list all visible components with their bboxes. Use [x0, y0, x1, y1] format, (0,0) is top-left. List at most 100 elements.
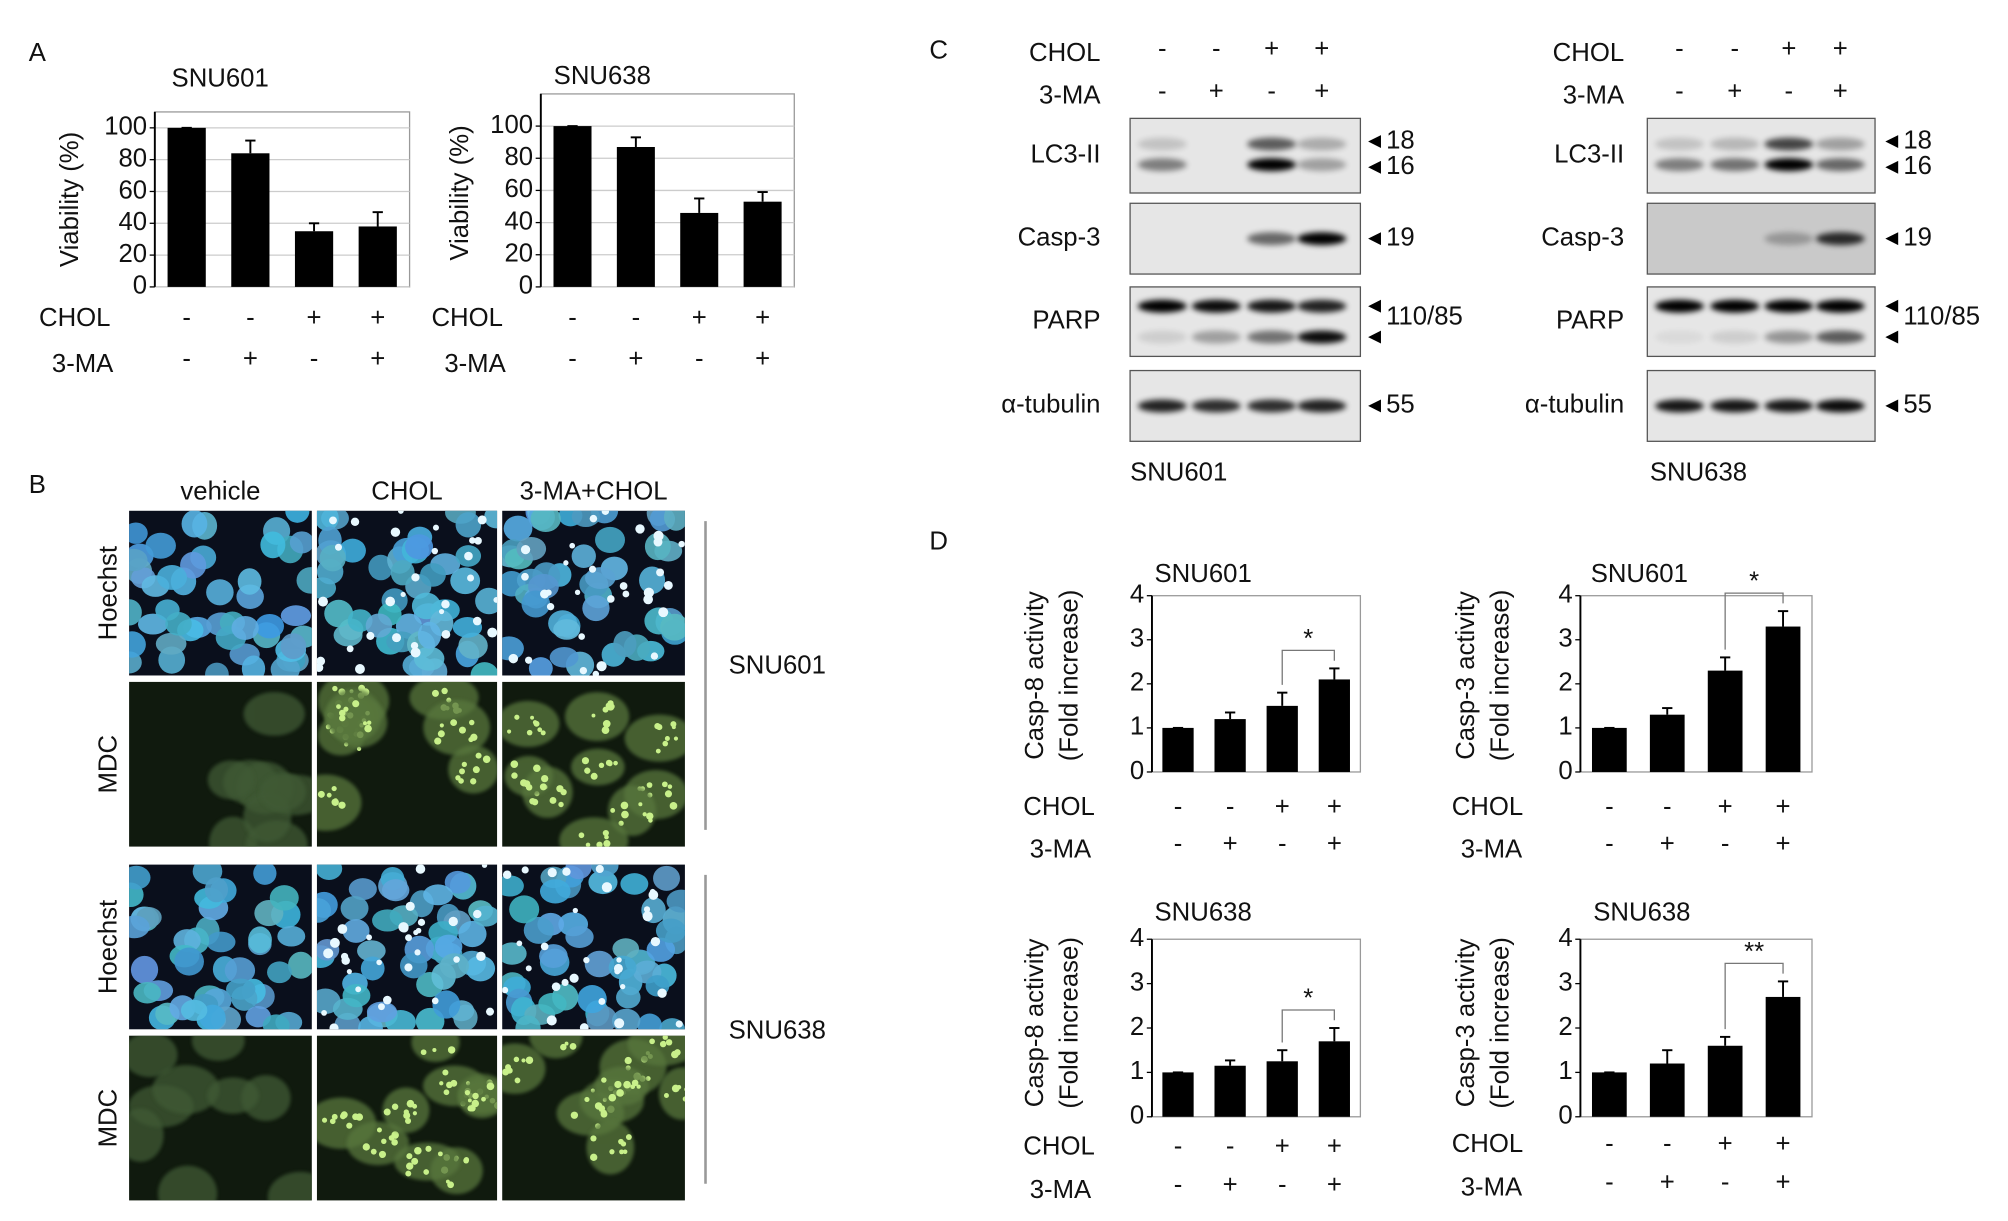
vacuole	[604, 834, 609, 840]
nucleus	[365, 613, 393, 638]
group-label: SNU638	[729, 1017, 826, 1045]
y-tick-label: 0	[1130, 757, 1144, 785]
cell	[594, 1066, 649, 1106]
marker-arrow	[1368, 299, 1381, 313]
vacuole	[514, 1077, 521, 1084]
blot-band	[1815, 399, 1865, 413]
apoptotic-body	[366, 934, 373, 941]
condition-sign: -	[1212, 35, 1221, 63]
cell	[325, 689, 382, 743]
apoptotic-body	[502, 870, 512, 879]
condition-sign: -	[1174, 1132, 1183, 1160]
row-label: Hoechst	[95, 900, 123, 994]
size-marker: 55	[1386, 391, 1415, 419]
condition-label: CHOL	[1023, 793, 1094, 821]
blot-band	[1137, 330, 1187, 344]
vacuole	[624, 1056, 632, 1065]
vacuole	[391, 1103, 399, 1110]
blot-band	[1247, 158, 1297, 172]
condition-sign: +	[1209, 77, 1224, 105]
condition-sign: -	[310, 345, 319, 373]
apoptotic-body	[601, 882, 613, 893]
vacuole	[468, 736, 474, 743]
cell	[571, 748, 625, 786]
nucleus	[226, 978, 256, 1000]
y-tick-label: 0	[1558, 757, 1572, 785]
nucleus	[417, 621, 442, 649]
size-marker: 19	[1903, 223, 1932, 251]
vacuole	[558, 801, 564, 808]
size-marker: 110/85	[1903, 303, 1980, 331]
vacuole	[469, 719, 475, 726]
cell	[423, 699, 491, 756]
marker-arrow	[1885, 160, 1899, 174]
nucleus	[502, 636, 524, 661]
cell	[394, 1142, 461, 1181]
nucleus	[400, 952, 428, 979]
micrograph	[129, 681, 312, 847]
protein-label: Casp-3	[1018, 223, 1101, 251]
bar	[616, 146, 655, 287]
apoptotic-body	[415, 864, 426, 874]
panel-label: B	[29, 471, 46, 499]
marker-arrow	[1885, 330, 1899, 344]
bar	[1266, 1061, 1298, 1117]
apoptotic-body	[653, 530, 664, 541]
vacuole	[437, 730, 445, 738]
bar	[358, 226, 397, 287]
vacuole	[514, 714, 520, 720]
bar	[1162, 727, 1194, 772]
apoptotic-body	[413, 929, 419, 936]
blot-band	[1137, 299, 1187, 313]
nucleus	[269, 885, 299, 911]
nucleus	[280, 605, 312, 627]
apoptotic-body	[601, 510, 610, 516]
nucleus	[432, 990, 461, 1019]
vacuole	[649, 1038, 655, 1045]
y-tick-label: 60	[119, 176, 148, 204]
y-tick-label: 20	[119, 240, 148, 268]
blot-band	[1191, 330, 1241, 344]
apoptotic-body	[578, 633, 585, 640]
micrograph-content	[316, 681, 498, 831]
blot-band	[1191, 399, 1241, 413]
apoptotic-body	[474, 537, 482, 545]
condition-sign: -	[1663, 793, 1672, 821]
nucleus	[241, 655, 266, 676]
apoptotic-body	[350, 517, 360, 527]
micrograph	[502, 1035, 685, 1201]
condition-sign: -	[1158, 77, 1167, 105]
apoptotic-body	[502, 986, 509, 994]
vacuole	[569, 1043, 577, 1050]
cell	[624, 714, 685, 762]
row-label: Hoechst	[95, 546, 123, 640]
nucleus	[539, 879, 571, 904]
apoptotic-body	[467, 574, 475, 582]
apoptotic-body	[414, 949, 421, 956]
marker-arrow	[1368, 330, 1381, 344]
nucleus	[582, 595, 610, 622]
vacuole	[560, 1043, 567, 1051]
micrograph	[129, 864, 312, 1030]
size-marker: 19	[1386, 223, 1415, 251]
cell	[191, 1035, 245, 1061]
apoptotic-body	[405, 934, 412, 942]
apoptotic-body	[516, 940, 523, 947]
y-axis-label: (Fold increase)	[1487, 937, 1515, 1109]
nucleus	[204, 877, 229, 903]
y-tick-label: 40	[504, 207, 533, 235]
nucleus	[637, 1013, 662, 1030]
condition-sign: -	[1605, 1130, 1614, 1158]
vacuole	[338, 709, 346, 717]
apoptotic-body	[438, 608, 445, 615]
panel-label: C	[929, 36, 948, 64]
apoptotic-body	[521, 866, 529, 874]
nucleus	[502, 942, 527, 965]
apoptotic-body	[546, 1015, 557, 1026]
cell	[529, 1035, 583, 1059]
vacuole	[502, 1068, 510, 1076]
condition-sign: +	[1275, 1132, 1290, 1160]
apoptotic-body	[620, 983, 626, 990]
vacuole	[459, 768, 465, 775]
